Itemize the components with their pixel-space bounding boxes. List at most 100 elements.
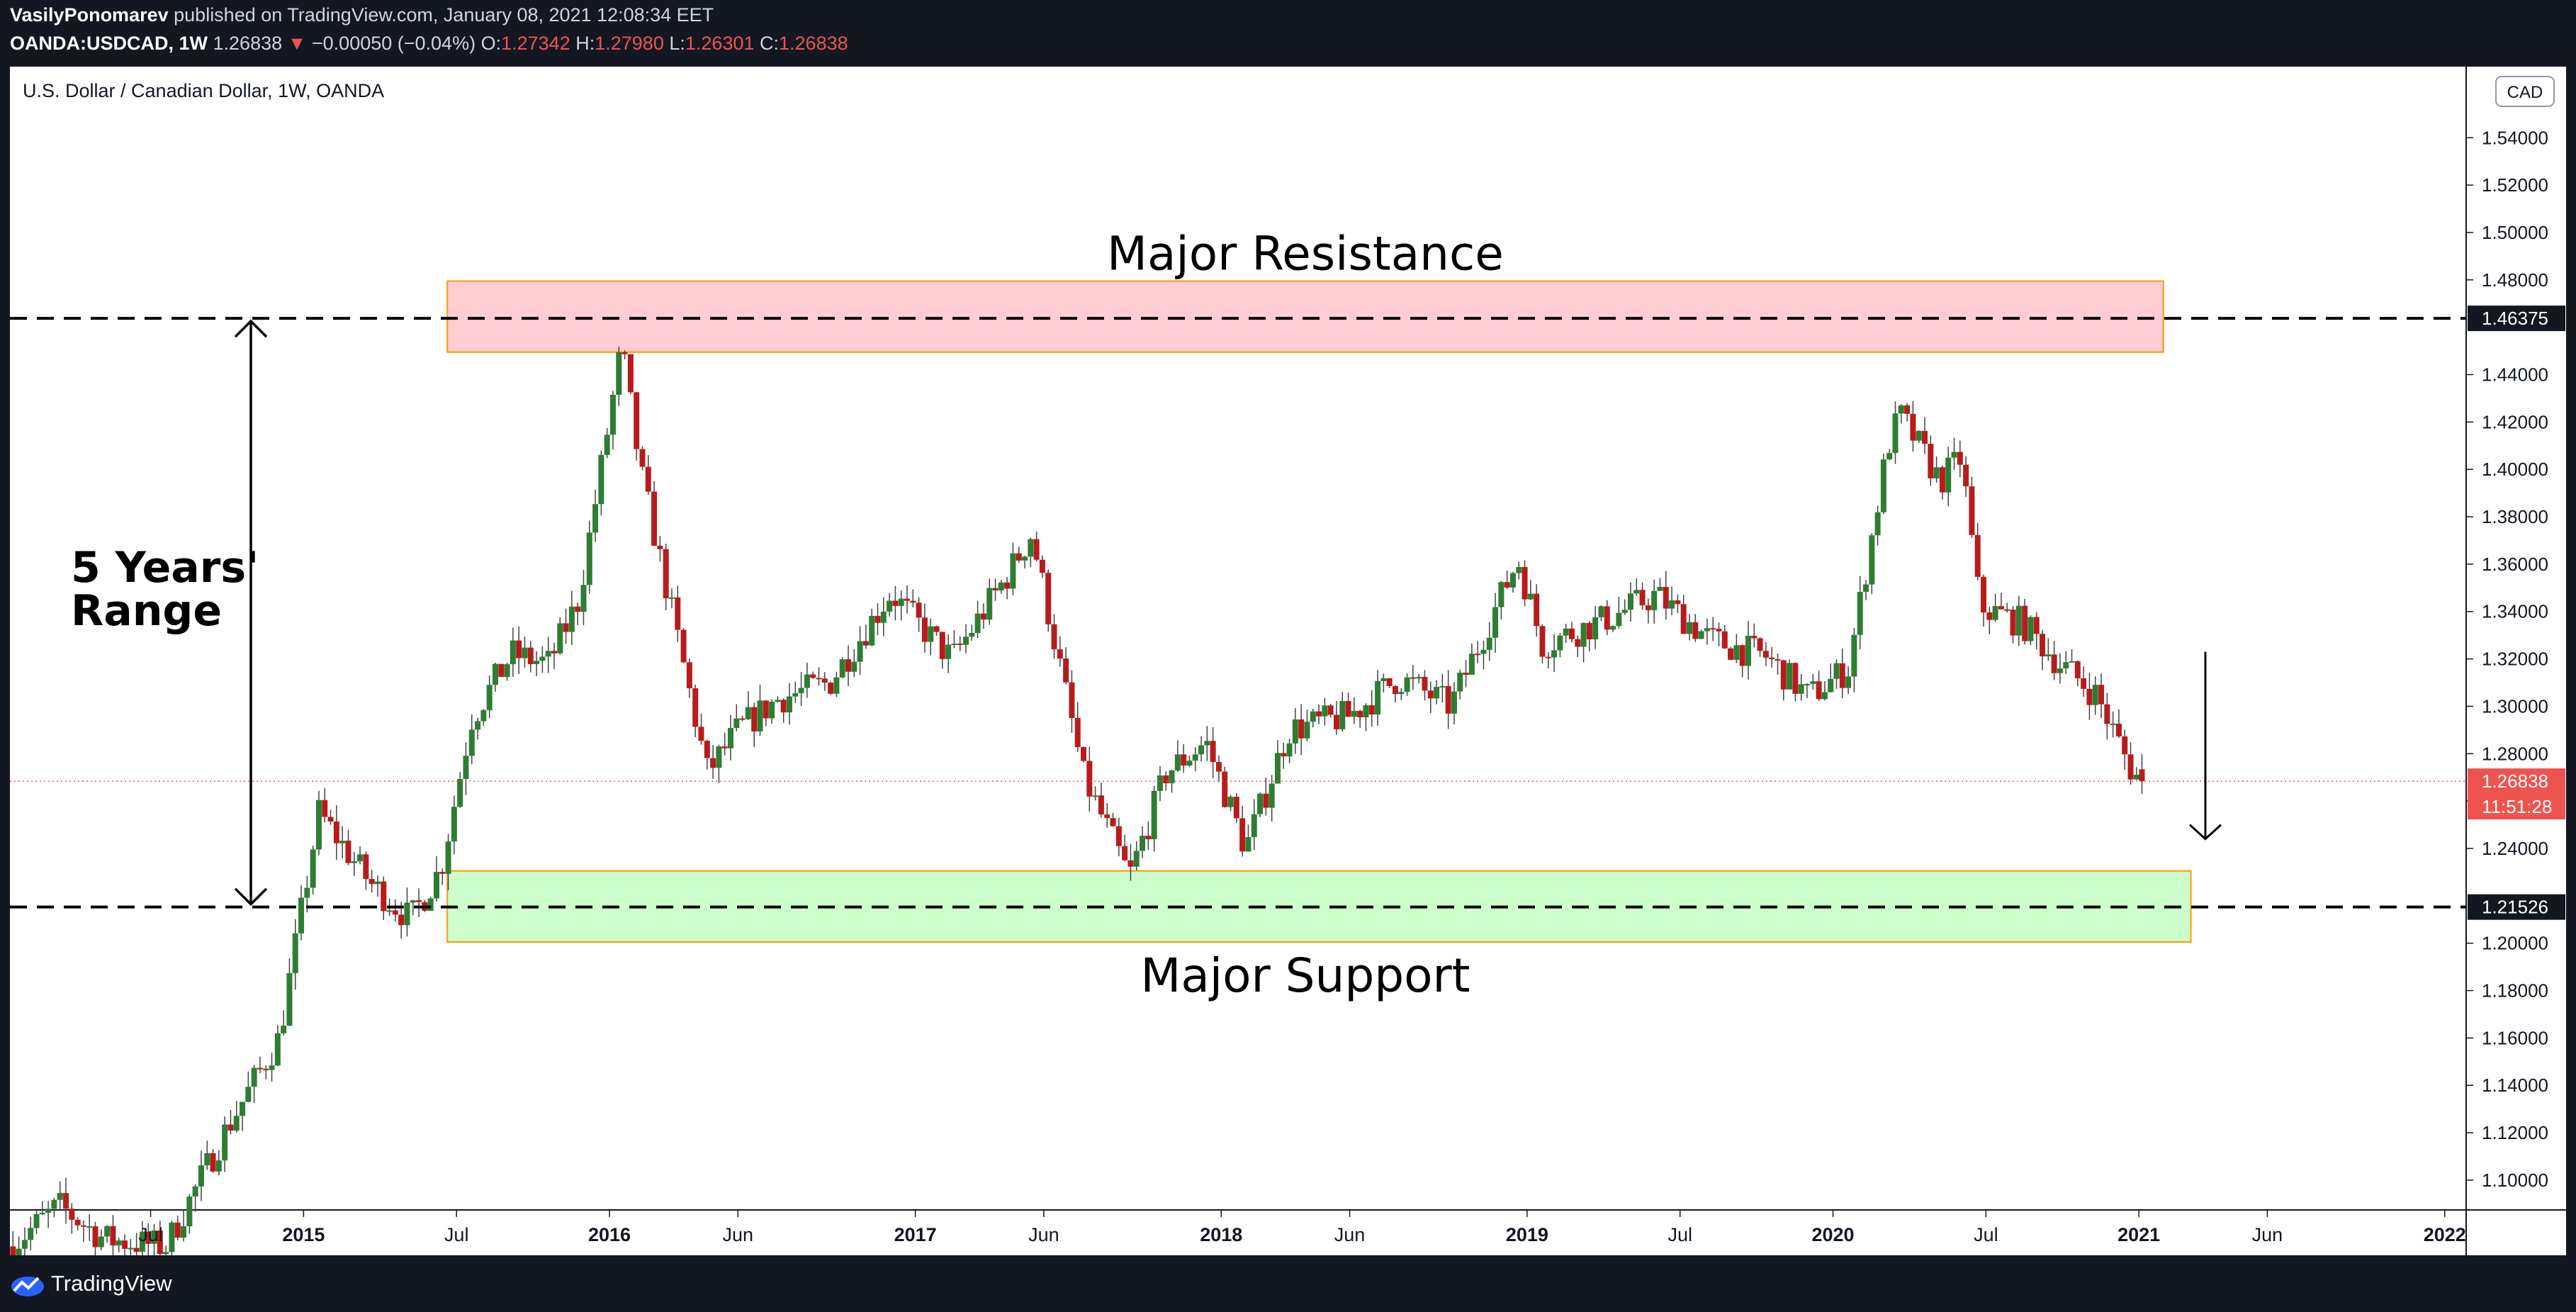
candle-body — [1233, 797, 1239, 819]
candle-body — [1527, 593, 1534, 600]
candle-body — [1792, 663, 1799, 694]
tradingview-logo-icon[interactable] — [10, 1269, 45, 1298]
time-tick-label: 2019 — [1506, 1224, 1548, 1245]
candle-body — [1621, 610, 1628, 613]
range-arrow-down-head — [234, 887, 268, 907]
candle-body — [1157, 775, 1163, 791]
candle-body — [1751, 635, 1757, 639]
candle-body — [1698, 631, 1704, 639]
candle-body — [1210, 741, 1216, 763]
candle-body — [686, 662, 692, 689]
candle-body — [498, 663, 505, 678]
projection-arrow-head — [2188, 824, 2222, 841]
candle-body — [1215, 762, 1222, 772]
candle-body — [404, 902, 410, 926]
candle-body — [710, 758, 716, 768]
candle-body — [475, 721, 481, 730]
candle-body — [1568, 628, 1575, 639]
candle-body — [1404, 677, 1410, 693]
candle-body — [1669, 600, 1675, 609]
candle-body — [1804, 683, 1811, 685]
candle-body — [51, 1199, 57, 1209]
candle-body — [821, 678, 828, 683]
candle-body — [257, 1067, 263, 1070]
candle-body — [398, 914, 405, 926]
candle-body — [510, 640, 516, 665]
candle-body — [245, 1087, 252, 1102]
candle-body — [2045, 654, 2052, 657]
candle-body — [92, 1226, 99, 1247]
candle-body — [2104, 704, 2110, 724]
candle-body — [2027, 617, 2034, 641]
candle-body — [104, 1226, 111, 1237]
candle-body — [1498, 582, 1504, 607]
high-label: H: — [575, 33, 595, 54]
open-label: O: — [480, 33, 502, 54]
candle-body — [698, 727, 704, 741]
candle-body — [2122, 736, 2128, 755]
candles — [10, 347, 2139, 1255]
candle-body — [2115, 723, 2122, 736]
candle-body — [1592, 617, 1599, 640]
candle-body — [798, 688, 804, 693]
price-chart[interactable]: U.S. Dollar / Canadian Dollar, 1W, OANDA… — [10, 67, 2566, 1255]
candle-body — [1904, 405, 1911, 414]
candle-body — [1486, 637, 1492, 650]
candle-body — [1710, 628, 1716, 630]
candle-body — [163, 1252, 169, 1255]
last-candle-body — [2139, 769, 2145, 782]
time-tick-label: 2015 — [282, 1224, 325, 1245]
candle-body — [1692, 622, 1699, 639]
candle-body — [769, 702, 775, 719]
symbol-label: OANDA:USDCAD, 1W — [10, 33, 208, 54]
candle-body — [1092, 795, 1098, 797]
candle-body — [281, 1025, 287, 1033]
candle-body — [1204, 741, 1210, 746]
candle-body — [1639, 590, 1646, 605]
candle-body — [45, 1209, 52, 1213]
candle-body — [2033, 617, 2040, 634]
candle-body — [122, 1240, 128, 1249]
candle-body — [1762, 651, 1769, 658]
candle-body — [904, 598, 911, 601]
candle-body — [145, 1231, 152, 1244]
candle-body — [1345, 700, 1351, 717]
candle-body — [1798, 684, 1804, 694]
time-tick-label: Jul — [138, 1224, 163, 1245]
candle-body — [1380, 678, 1387, 681]
candle-body — [181, 1226, 187, 1238]
candle-body — [1222, 771, 1228, 807]
candle-body — [468, 729, 475, 756]
author-name[interactable]: VasilyPonomarev — [10, 4, 169, 26]
candle-body — [680, 629, 687, 663]
candle-body — [1939, 467, 1945, 493]
candle-body — [1869, 535, 1875, 585]
candle-body — [1969, 486, 1975, 535]
candle-body — [2092, 685, 2098, 705]
price-tick-label: 1.10000 — [2482, 1170, 2548, 1191]
candle-body — [1363, 705, 1369, 718]
candle-body — [322, 800, 328, 817]
candle-body — [28, 1228, 34, 1240]
candle-body — [86, 1226, 93, 1228]
candle-body — [2022, 605, 2028, 641]
time-axis: Jul 2015 Jul 2016 Jun 2017 Jun 2018 Jun 2019 Jul 20… — [138, 1210, 2466, 1245]
tradingview-brand[interactable]: TradingView — [51, 1271, 172, 1296]
candle-body — [1898, 405, 1904, 414]
candle-body — [1610, 626, 1616, 630]
candle-body — [1427, 690, 1434, 699]
candle-body — [2069, 661, 2075, 663]
candle-body — [1586, 622, 1592, 640]
candle-body — [1933, 467, 1940, 478]
candle-body — [427, 898, 434, 911]
candle-body — [1516, 566, 1522, 573]
candle-body — [1375, 680, 1381, 715]
candle-body — [675, 597, 681, 630]
candle-body — [1251, 814, 1257, 838]
candle-body — [151, 1230, 157, 1244]
candle-body — [668, 597, 675, 599]
chart-panel[interactable]: U.S. Dollar / Canadian Dollar, 1W, OANDA… — [10, 67, 2566, 1255]
candle-body — [945, 644, 952, 659]
price-axis: 1.10000 1.12000 1.14000 1.16000 1.18000 1.200… — [2466, 127, 2548, 1191]
candle-body — [898, 598, 904, 606]
